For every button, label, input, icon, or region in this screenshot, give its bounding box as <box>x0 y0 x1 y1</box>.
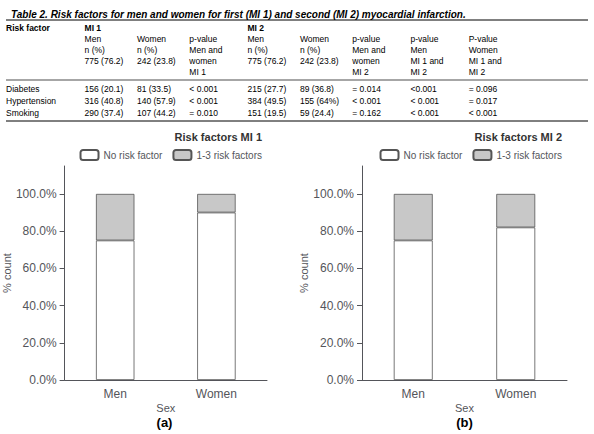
svg-text:775 (76.2): 775 (76.2) <box>85 56 124 66</box>
svg-text:= 0.014: = 0.014 <box>352 84 381 94</box>
svg-text:242 (23.8): 242 (23.8) <box>300 56 339 66</box>
svg-text:Men and: Men and <box>352 45 385 55</box>
svg-text:Men: Men <box>410 45 427 55</box>
svg-text:n (%): n (%) <box>248 45 268 55</box>
svg-text:Men: Men <box>104 387 127 401</box>
svg-text:MI 1 and: MI 1 and <box>410 56 443 66</box>
svg-text:Men: Men <box>402 387 425 401</box>
svg-text:= 0.096: = 0.096 <box>469 84 498 94</box>
svg-text:40.0%: 40.0% <box>23 299 57 313</box>
svg-text:p-value: p-value <box>352 34 380 44</box>
svg-text:80.0%: 80.0% <box>23 224 57 238</box>
svg-text:80.0%: 80.0% <box>320 224 354 238</box>
svg-text:(b): (b) <box>456 415 473 430</box>
svg-text:Risk factors MI 1: Risk factors MI 1 <box>175 131 262 143</box>
svg-text:Sex: Sex <box>156 402 175 414</box>
svg-text:60.0%: 60.0% <box>320 261 354 275</box>
svg-text:Table 2. Risk factors for men: Table 2. Risk factors for men and women … <box>11 9 466 20</box>
svg-text:women: women <box>351 56 380 66</box>
svg-text:Men and: Men and <box>189 45 222 55</box>
svg-text:Women: Women <box>137 34 166 44</box>
svg-text:< 0.001: < 0.001 <box>189 84 218 94</box>
svg-text:60.0%: 60.0% <box>23 261 57 275</box>
svg-text:Women: Women <box>469 45 498 55</box>
svg-text:MI 2: MI 2 <box>248 23 265 33</box>
svg-text:women: women <box>188 56 217 66</box>
svg-text:59 (24.4): 59 (24.4) <box>300 108 334 118</box>
svg-text:< 0.001: < 0.001 <box>410 108 439 118</box>
svg-text:(a): (a) <box>157 415 173 430</box>
svg-text:89 (36.8): 89 (36.8) <box>300 84 334 94</box>
svg-text:Women: Women <box>300 34 329 44</box>
svg-text:81 (33.5): 81 (33.5) <box>137 84 171 94</box>
svg-text:n (%): n (%) <box>85 45 105 55</box>
svg-text:Hypertension: Hypertension <box>6 96 56 106</box>
svg-text:0.0%: 0.0% <box>327 373 355 387</box>
svg-text:MI 1 and: MI 1 and <box>469 56 502 66</box>
svg-text:40.0%: 40.0% <box>320 299 354 313</box>
svg-text:384 (49.5): 384 (49.5) <box>248 96 287 106</box>
svg-text:140 (57.9): 140 (57.9) <box>137 96 176 106</box>
svg-text:MI 1: MI 1 <box>85 23 102 33</box>
svg-text:MI 1: MI 1 <box>189 67 206 77</box>
svg-text:< 0.001: < 0.001 <box>189 96 218 106</box>
svg-text:< 0.001: < 0.001 <box>352 96 381 106</box>
svg-text:100.0%: 100.0% <box>16 187 57 201</box>
svg-text:107 (44.2): 107 (44.2) <box>137 108 176 118</box>
svg-text:= 0.017: = 0.017 <box>469 96 498 106</box>
svg-text:MI 2: MI 2 <box>469 67 486 77</box>
svg-text:Men: Men <box>248 34 265 44</box>
svg-text:Smoking: Smoking <box>6 108 39 118</box>
svg-text:151 (19.5): 151 (19.5) <box>248 108 287 118</box>
svg-text:316 (40.8): 316 (40.8) <box>85 96 124 106</box>
svg-text:290 (37.4): 290 (37.4) <box>85 108 124 118</box>
svg-text:Women: Women <box>196 387 237 401</box>
svg-text:p-value: p-value <box>410 34 438 44</box>
svg-text:p-value: p-value <box>189 34 217 44</box>
svg-text:Men: Men <box>85 34 102 44</box>
svg-text:P-value: P-value <box>469 34 498 44</box>
svg-text:= 0.010: = 0.010 <box>189 108 218 118</box>
svg-text:242 (23.8): 242 (23.8) <box>137 56 176 66</box>
svg-text:< 0.001: < 0.001 <box>410 96 439 106</box>
svg-text:No risk factor: No risk factor <box>104 150 164 161</box>
svg-text:Sex: Sex <box>455 402 474 414</box>
svg-text:100.0%: 100.0% <box>313 187 354 201</box>
svg-text:< 0.001: < 0.001 <box>469 108 498 118</box>
svg-text:% count: % count <box>298 253 310 293</box>
svg-text:Women: Women <box>495 387 536 401</box>
svg-text:155 (64%): 155 (64%) <box>300 96 339 106</box>
svg-text:% count: % count <box>1 253 13 293</box>
svg-text:775 (76.2): 775 (76.2) <box>248 56 287 66</box>
svg-text:= 0.162: = 0.162 <box>352 108 381 118</box>
svg-text:156 (20.1): 156 (20.1) <box>85 84 124 94</box>
svg-text:MI 2: MI 2 <box>352 67 369 77</box>
svg-text:1-3 risk factors: 1-3 risk factors <box>196 150 262 161</box>
svg-text:20.0%: 20.0% <box>320 336 354 350</box>
svg-text:Risk factors MI 2: Risk factors MI 2 <box>475 131 562 143</box>
svg-text:No risk factor: No risk factor <box>404 150 464 161</box>
svg-text:n (%): n (%) <box>300 45 320 55</box>
svg-text:MI 2: MI 2 <box>410 67 427 77</box>
svg-text:n (%): n (%) <box>137 45 157 55</box>
svg-text:Risk factor: Risk factor <box>6 23 51 33</box>
svg-text:1-3 risk factors: 1-3 risk factors <box>496 150 562 161</box>
svg-text:0.0%: 0.0% <box>29 373 57 387</box>
svg-text:Diabetes: Diabetes <box>6 84 40 94</box>
svg-text:20.0%: 20.0% <box>23 336 57 350</box>
svg-text:215 (27.7): 215 (27.7) <box>248 84 287 94</box>
svg-text:<0.001: <0.001 <box>410 84 437 94</box>
